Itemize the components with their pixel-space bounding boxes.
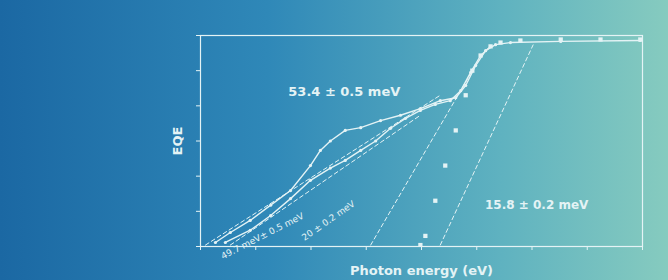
svg-text:Photon energy (eV): Photon energy (eV) (350, 263, 493, 278)
svg-text:53.4 ± 0.5 meV: 53.4 ± 0.5 meV (288, 84, 400, 99)
svg-text:EQE: EQE (170, 127, 185, 156)
svg-text:20 ± 0.2 meV: 20 ± 0.2 meV (300, 198, 358, 242)
svg-text:49.7 meV± 0.5 meV: 49.7 meV± 0.5 meV (219, 210, 306, 261)
svg-text:15.8 ± 0.2 meV: 15.8 ± 0.2 meV (485, 198, 589, 212)
